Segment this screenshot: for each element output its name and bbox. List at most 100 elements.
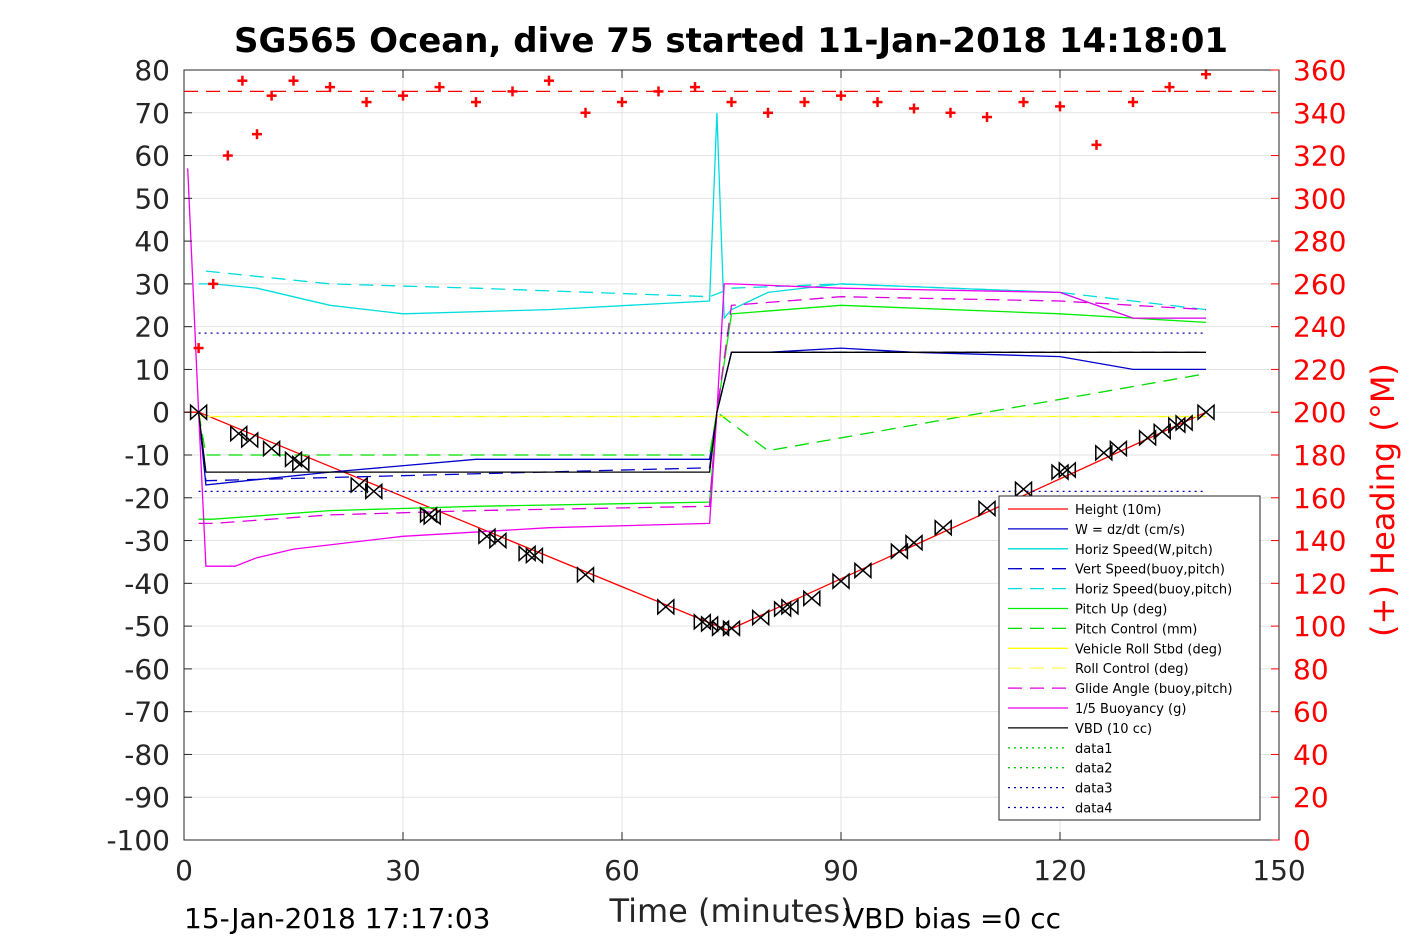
bowtie-marker bbox=[854, 561, 872, 580]
heading-point bbox=[222, 150, 233, 161]
footer-vbd-bias: VBD bias =0 cc bbox=[845, 902, 1061, 935]
y-tick-label: -70 bbox=[124, 696, 170, 729]
y-tick-label: 10 bbox=[134, 353, 170, 386]
y-tick-label: 60 bbox=[134, 140, 170, 173]
y-tick-label: 20 bbox=[134, 311, 170, 344]
x-tick-label: 30 bbox=[385, 854, 421, 887]
bowtie-marker bbox=[365, 482, 383, 501]
y-right-tick-label: 240 bbox=[1293, 311, 1346, 344]
bowtie-marker bbox=[1095, 444, 1113, 462]
heading-point bbox=[580, 107, 591, 118]
bowtie-marker bbox=[1197, 403, 1215, 421]
bowtie-marker bbox=[1138, 429, 1157, 447]
y-tick-label: 80 bbox=[134, 54, 170, 87]
bowtie-marker bbox=[905, 534, 923, 552]
x-tick-label: 0 bbox=[175, 854, 193, 887]
legend-label: Roll Control (deg) bbox=[1075, 662, 1189, 677]
y-tick-label: 30 bbox=[134, 268, 170, 301]
bowtie-marker bbox=[292, 454, 310, 473]
y-right-tick-label: 280 bbox=[1293, 225, 1346, 258]
y-right-tick-label: 320 bbox=[1293, 140, 1346, 173]
bowtie-marker bbox=[751, 608, 770, 627]
bowtie-marker bbox=[284, 450, 303, 468]
ticks bbox=[183, 69, 1280, 841]
heading-point bbox=[325, 82, 335, 93]
bowtie-marker bbox=[576, 566, 595, 584]
y-right-tick-label: 0 bbox=[1293, 824, 1311, 857]
legend-label: data2 bbox=[1075, 762, 1113, 777]
marker-layer bbox=[189, 403, 1215, 637]
legend-label: VBD (10 cc) bbox=[1075, 722, 1152, 737]
heading-point bbox=[909, 103, 919, 114]
y-tick-label: -10 bbox=[124, 439, 170, 472]
legend-label: data1 bbox=[1075, 742, 1113, 757]
legend-box bbox=[998, 495, 1261, 821]
bowtie-marker bbox=[693, 613, 712, 631]
bowtie-marker bbox=[423, 508, 441, 526]
y-tick-label: -60 bbox=[124, 653, 170, 686]
heading-point bbox=[1164, 82, 1175, 93]
y-right-tick-label: 80 bbox=[1293, 653, 1329, 686]
legend-label: Vert Speed(buoy,pitch) bbox=[1075, 563, 1225, 578]
series-line bbox=[197, 373, 1207, 456]
heading-point bbox=[982, 112, 992, 123]
heading-point bbox=[544, 75, 554, 86]
bowtie-marker bbox=[350, 476, 368, 494]
y-tick-label: 0 bbox=[152, 396, 170, 429]
bowtie-marker bbox=[803, 589, 821, 607]
heading-point bbox=[193, 343, 204, 354]
heading-point bbox=[763, 107, 773, 118]
series-line bbox=[205, 270, 1207, 311]
bowtie-marker bbox=[934, 519, 952, 537]
heading-point bbox=[690, 82, 700, 93]
y-tick-labels: 80 70 60 50 40 30 20 10 0 -10 -20 -30 -40 -50 -60 -70 -8… bbox=[106, 54, 170, 857]
heading-point bbox=[288, 75, 299, 86]
heading-point bbox=[471, 97, 481, 108]
heading-point bbox=[1128, 97, 1138, 108]
x-tick-labels: 0 30 60 90 120 150 bbox=[175, 854, 1306, 887]
y-right-tick-label: 220 bbox=[1293, 353, 1346, 386]
heading-point bbox=[1201, 69, 1211, 80]
heading-point bbox=[507, 86, 518, 97]
heading-point bbox=[653, 86, 664, 97]
heading-point bbox=[1055, 101, 1065, 112]
y-tick-label: -100 bbox=[106, 824, 170, 857]
heading-point bbox=[252, 129, 262, 140]
x-tick-label: 120 bbox=[1033, 854, 1086, 887]
heading-point bbox=[1091, 139, 1102, 150]
series-layer bbox=[184, 112, 1207, 632]
y-tick-label: 70 bbox=[134, 97, 170, 130]
heading-layer bbox=[184, 69, 1279, 354]
heading-point bbox=[237, 75, 248, 86]
heading-point bbox=[872, 97, 883, 108]
heading-point bbox=[1018, 97, 1029, 108]
y-right-tick-label: 60 bbox=[1293, 696, 1329, 729]
y-right-tick-labels: 3603403203002802602402202001801601401201… bbox=[1293, 54, 1346, 857]
bowtie-marker bbox=[978, 499, 996, 518]
heading-point bbox=[398, 90, 408, 101]
heading-point bbox=[799, 97, 810, 108]
series-line bbox=[187, 168, 1206, 567]
y-right-tick-label: 140 bbox=[1293, 525, 1346, 558]
legend-label: Glide Angle (buoy,pitch) bbox=[1075, 682, 1233, 697]
series-line bbox=[197, 351, 1206, 473]
heading-point bbox=[945, 107, 956, 118]
legend-label: Height (10m) bbox=[1075, 503, 1161, 518]
bowtie-marker bbox=[1175, 414, 1193, 432]
y-right-tick-label: 200 bbox=[1293, 396, 1346, 429]
legend: Height (10m) W = dz/dt (cm/s) Horiz Speed(… bbox=[998, 495, 1261, 821]
x-tick-label: 60 bbox=[604, 854, 640, 887]
bowtie-marker bbox=[722, 619, 741, 637]
y-right-tick-label: 300 bbox=[1293, 182, 1346, 215]
legend-label: data3 bbox=[1075, 782, 1113, 797]
legend-label: 1/5 Buoyancy (g) bbox=[1075, 702, 1186, 717]
legend-label: Horiz Speed(W,pitch) bbox=[1075, 543, 1213, 558]
y-right-tick-label: 20 bbox=[1293, 781, 1329, 814]
y-tick-label: -40 bbox=[124, 567, 170, 600]
y-right-tick-label: 360 bbox=[1293, 54, 1346, 87]
y-tick-label: 40 bbox=[134, 225, 170, 258]
y-tick-label: -50 bbox=[124, 610, 170, 643]
y-right-tick-label: 160 bbox=[1293, 482, 1346, 515]
y-right-tick-label: 260 bbox=[1293, 268, 1346, 301]
